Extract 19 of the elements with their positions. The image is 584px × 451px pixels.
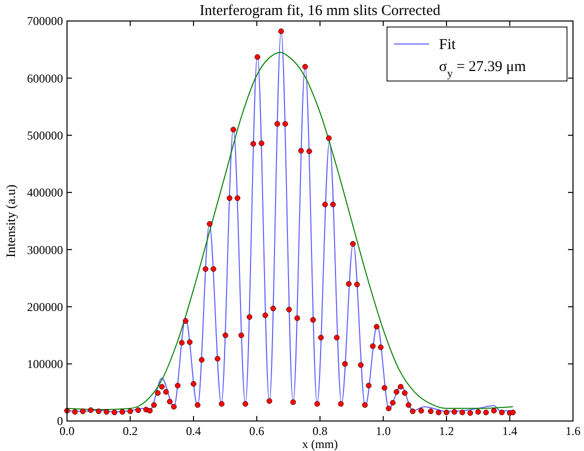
y-axis-title: Intensity (a.u) [3, 184, 18, 258]
x-tick-label: 1.6 [566, 424, 580, 438]
x-tick-label: 0.6 [249, 424, 264, 438]
y-tick-label: 600000 [27, 71, 63, 86]
y-tick-label: 700000 [27, 14, 63, 28]
x-tick-label: 0.2 [122, 424, 138, 438]
x-tick-label: 1.2 [439, 424, 454, 438]
chart-title: Interferogram fit, 16 mm slits Corrected [200, 3, 441, 19]
x-tick-label: 0.4 [186, 424, 201, 438]
y-tick-label: 400000 [27, 186, 63, 200]
y-tick-label: 300000 [27, 242, 63, 257]
y-tick-label: 500000 [27, 128, 63, 142]
y-tick-label: 200000 [27, 300, 63, 314]
x-tick-label: 1.0 [376, 424, 391, 438]
x-axis-title: x (mm) [302, 437, 338, 451]
legend-label: Fit σ$_{y}$ = 27.39 μm [439, 37, 526, 80]
x-tick-label: 0.8 [312, 424, 328, 438]
x-tick-label: 1.4 [502, 424, 518, 438]
y-tick-label: 100000 [27, 357, 63, 372]
